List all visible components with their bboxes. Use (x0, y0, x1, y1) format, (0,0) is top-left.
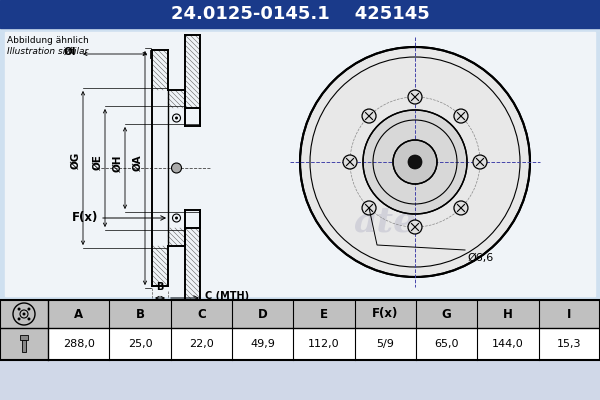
Text: ØA: ØA (133, 155, 143, 171)
Circle shape (408, 90, 422, 104)
Circle shape (28, 308, 31, 310)
Text: ate: ate (353, 205, 416, 239)
Text: H: H (503, 308, 513, 320)
Circle shape (17, 308, 20, 310)
Bar (0, 300, 600, 328)
Circle shape (28, 318, 31, 320)
Circle shape (23, 312, 25, 316)
Text: I: I (567, 308, 572, 320)
Bar (0, 328, 600, 360)
Text: 65,0: 65,0 (434, 339, 459, 349)
Circle shape (175, 116, 178, 120)
Text: 5/9: 5/9 (376, 339, 394, 349)
Text: 49,9: 49,9 (250, 339, 275, 349)
Bar (22, 340, 26, 352)
Text: ØH: ØH (113, 154, 123, 172)
Text: 24.0125-0145.1    425145: 24.0125-0145.1 425145 (170, 5, 430, 23)
Circle shape (363, 110, 467, 214)
Bar (0, 300, 48, 360)
Circle shape (17, 318, 20, 320)
Text: 22,0: 22,0 (189, 339, 214, 349)
Bar (20, 335, 28, 340)
Text: B: B (157, 282, 164, 292)
Circle shape (172, 163, 182, 173)
Circle shape (454, 201, 468, 215)
Text: Illustration similar: Illustration similar (7, 47, 88, 56)
Circle shape (343, 155, 357, 169)
Text: 144,0: 144,0 (492, 339, 524, 349)
Text: D: D (258, 308, 268, 320)
Text: C (MTH): C (MTH) (205, 291, 249, 301)
Circle shape (393, 140, 437, 184)
Circle shape (408, 220, 422, 234)
Text: E: E (320, 308, 328, 320)
Text: F(x): F(x) (372, 308, 398, 320)
Text: ØI: ØI (64, 47, 76, 57)
Circle shape (362, 201, 376, 215)
Bar (0, 300, 600, 360)
Text: G: G (442, 308, 452, 320)
Circle shape (408, 155, 422, 169)
Text: 25,0: 25,0 (128, 339, 152, 349)
Bar (5, 32, 595, 296)
Bar (0, 28, 600, 300)
Text: 15,3: 15,3 (557, 339, 581, 349)
Text: Ø6,6: Ø6,6 (467, 253, 493, 263)
Text: C: C (197, 308, 206, 320)
Text: B: B (136, 308, 145, 320)
Text: D: D (172, 310, 180, 320)
Circle shape (300, 47, 530, 277)
Text: ØG: ØG (71, 151, 81, 169)
Text: 288,0: 288,0 (63, 339, 95, 349)
Text: 112,0: 112,0 (308, 339, 340, 349)
Circle shape (175, 216, 178, 220)
Text: F(x): F(x) (72, 212, 98, 224)
Bar (0, 0, 600, 28)
Circle shape (362, 109, 376, 123)
Text: ØE: ØE (93, 154, 103, 170)
Text: Abbildung ähnlich: Abbildung ähnlich (7, 36, 89, 45)
Text: A: A (74, 308, 83, 320)
Circle shape (454, 109, 468, 123)
Circle shape (473, 155, 487, 169)
